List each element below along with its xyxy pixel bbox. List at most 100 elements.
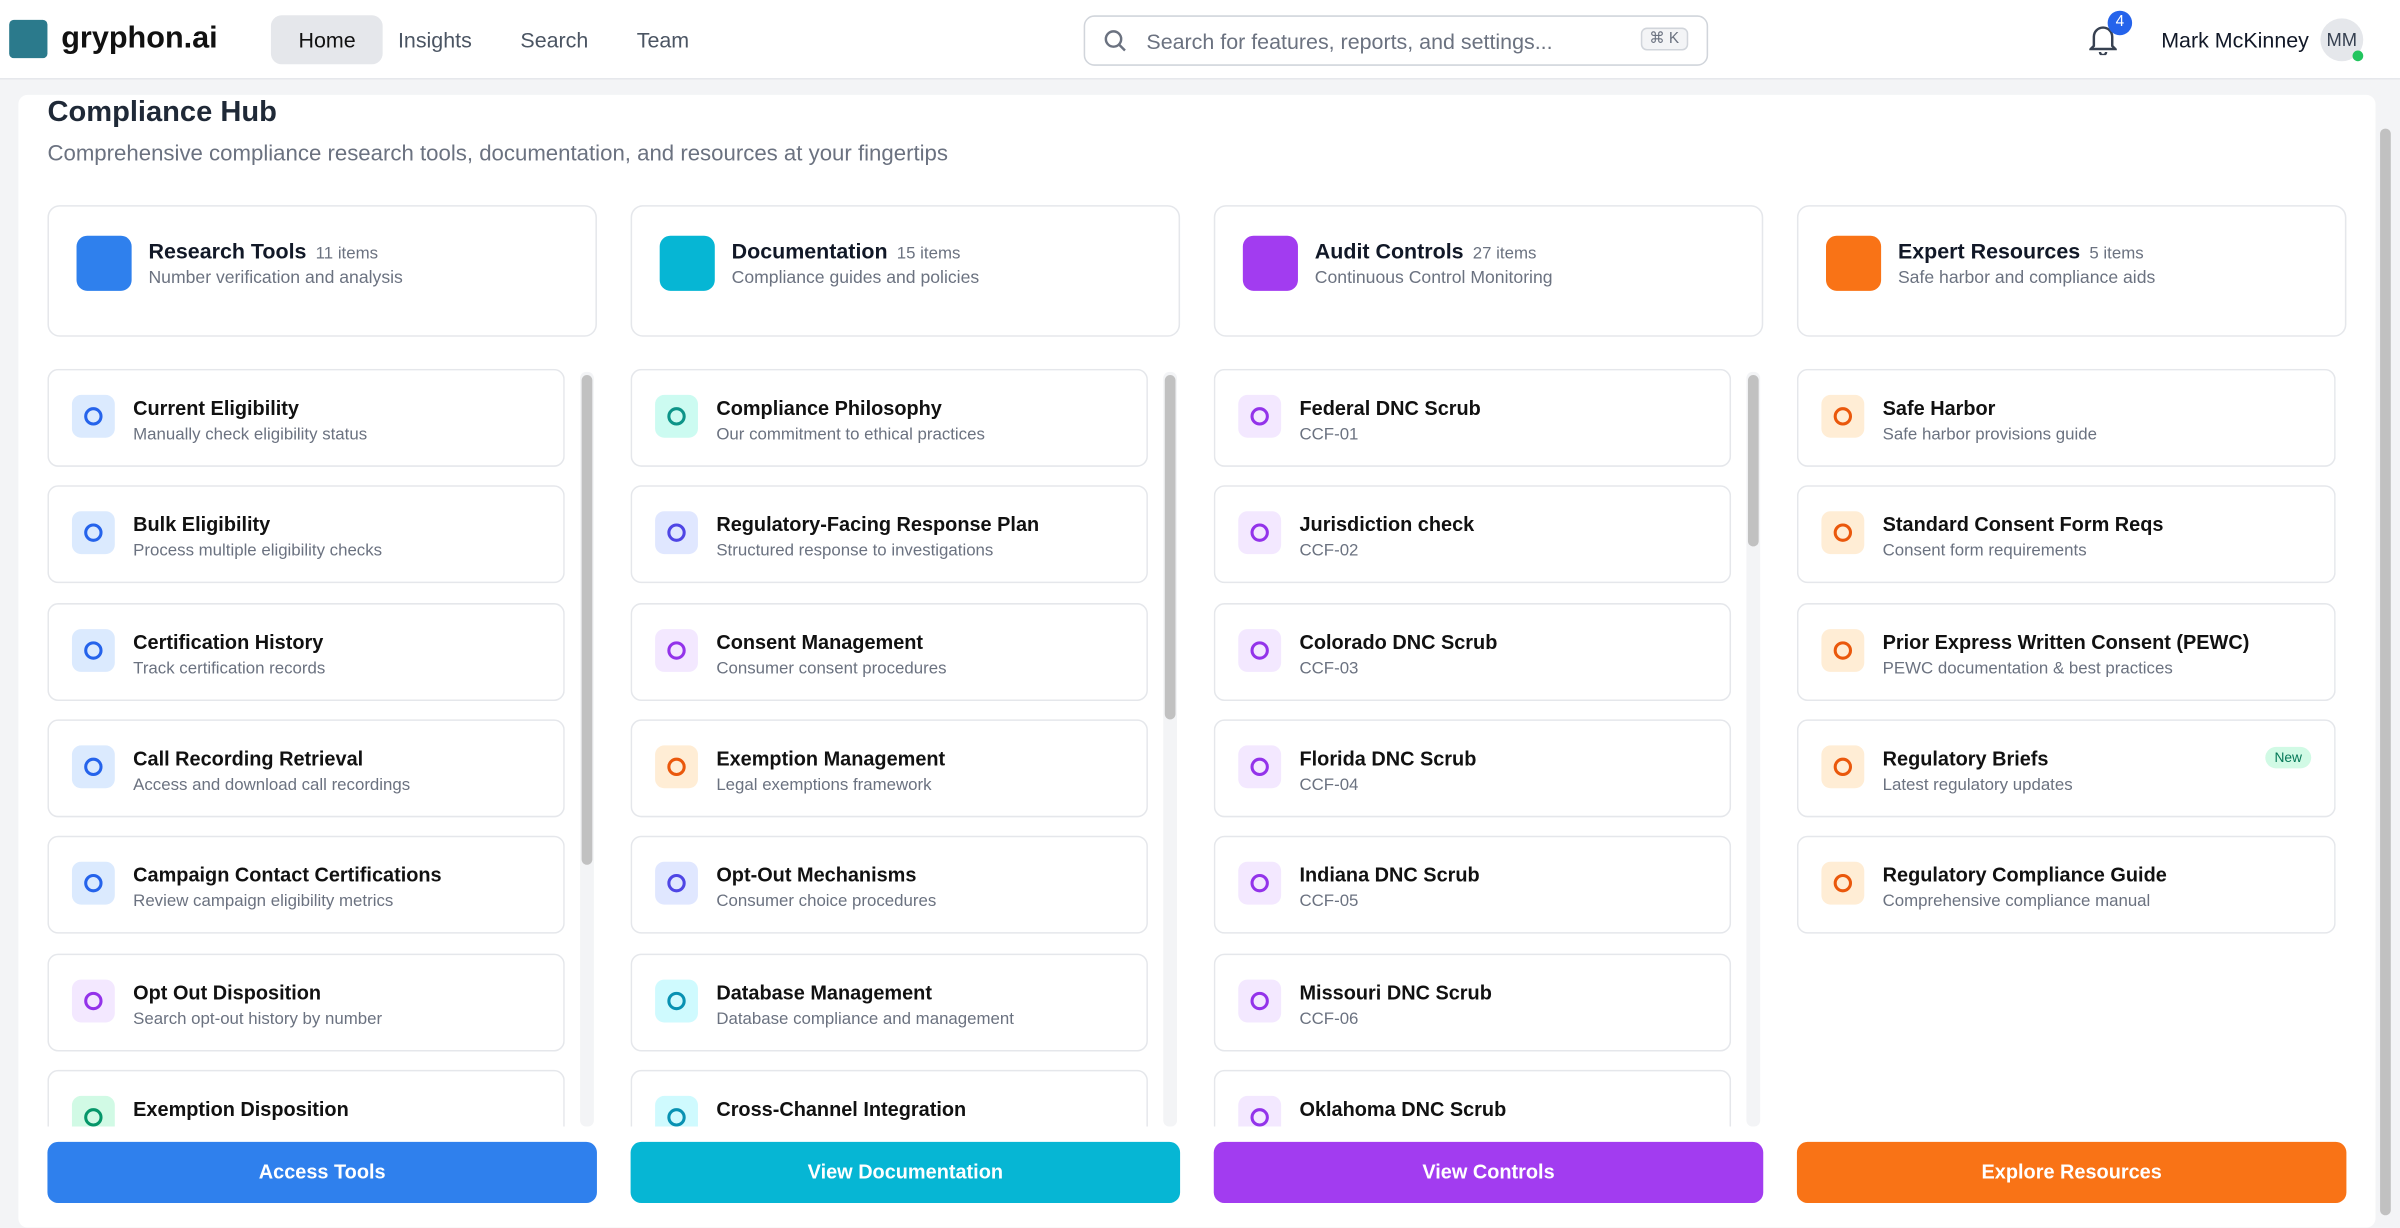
item-subtitle: PEWC documentation & best practices	[1882, 659, 2173, 678]
item-list: Compliance Philosophy Our commitment to e…	[630, 368, 1148, 1127]
item-card[interactable]: Cross-Channel Integration	[630, 1069, 1148, 1127]
icon-glyph	[1833, 523, 1853, 543]
category-card[interactable]: Research Tools 11 items Number verificatio…	[47, 205, 597, 337]
item-title: Jurisdiction check	[1299, 513, 1475, 537]
item-card[interactable]: Prior Express Written Consent (PEWC) PEWC…	[1796, 602, 2336, 701]
category-card[interactable]: Documentation 15 items Compliance guides a…	[630, 205, 1181, 337]
item-icon	[1238, 978, 1282, 1022]
item-icon	[655, 394, 698, 438]
item-icon	[1238, 745, 1282, 789]
item-subtitle: Search opt-out history by number	[133, 1009, 383, 1028]
user-name[interactable]: Mark McKinney	[2161, 27, 2309, 53]
item-count: 5 items	[2089, 244, 2144, 264]
item-card[interactable]: Indiana DNC Scrub CCF-05	[1213, 835, 1732, 934]
item-card[interactable]: Regulatory-Facing Response Plan Structure…	[630, 485, 1148, 584]
category-card[interactable]: Audit Controls 27 items Continuous Control…	[1213, 205, 1764, 337]
icon-glyph	[667, 523, 686, 543]
item-icon	[1238, 394, 1282, 438]
icon-glyph	[1833, 407, 1853, 426]
category-title: Research Tools 11 items	[148, 239, 378, 263]
item-title: Regulatory Briefs	[1882, 746, 2049, 770]
item-subtitle: CCF-03	[1299, 659, 1359, 678]
action-button[interactable]: Explore Resources	[1796, 1141, 2347, 1204]
item-subtitle: Manually check eligibility status	[133, 425, 368, 444]
item-card[interactable]: Exemption Management Legal exemptions fra…	[630, 719, 1148, 818]
bell-icon[interactable]	[2089, 24, 2117, 56]
action-button[interactable]: Access Tools	[47, 1141, 597, 1204]
icon-glyph	[1833, 757, 1853, 776]
nav-link[interactable]: Home	[270, 15, 384, 65]
item-card[interactable]: Database Management Database compliance a…	[630, 952, 1148, 1051]
item-card[interactable]: Colorado DNC Scrub CCF-03	[1213, 602, 1732, 701]
category-title: Expert Resources 5 items	[1898, 239, 2144, 263]
item-card[interactable]: Current Eligibility Manually check eligib…	[47, 368, 565, 467]
item-icon	[1238, 628, 1282, 672]
item-title: Consent Management	[716, 629, 924, 653]
item-card[interactable]: Compliance Philosophy Our commitment to e…	[630, 368, 1148, 467]
scroll-thumb[interactable]	[581, 374, 593, 865]
item-card[interactable]: Campaign Contact Certifications Review ca…	[47, 835, 565, 934]
category-description: Number verification and analysis	[148, 269, 403, 288]
item-card[interactable]: Certification History Track certification…	[47, 602, 565, 701]
item-icon	[71, 978, 115, 1022]
scroll-thumb[interactable]	[1747, 374, 1759, 547]
icon-glyph	[84, 991, 103, 1010]
item-card[interactable]: Exemption Disposition	[47, 1069, 565, 1127]
logo-icon[interactable]	[9, 19, 48, 59]
list-scrollbar[interactable]	[580, 371, 594, 1127]
nav-link[interactable]: Insights	[397, 27, 472, 53]
category-title: Documentation 15 items	[732, 239, 961, 263]
item-title: Certification History	[133, 629, 324, 653]
list-scrollbar[interactable]	[1746, 371, 1761, 1127]
item-card[interactable]: Standard Consent Form Reqs Consent form r…	[1796, 485, 2336, 584]
item-icon	[1821, 862, 1865, 905]
item-subtitle: Track certification records	[133, 659, 326, 678]
icon-glyph	[84, 1107, 103, 1127]
item-card[interactable]: Call Recording Retrieval Access and downl…	[47, 719, 565, 818]
nav-link[interactable]: Team	[636, 27, 690, 53]
item-subtitle: Legal exemptions framework	[716, 775, 932, 795]
item-icon	[1821, 628, 1865, 672]
scroll-thumb[interactable]	[1164, 374, 1176, 720]
item-card[interactable]: Oklahoma DNC Scrub	[1213, 1069, 1732, 1127]
item-subtitle: Safe harbor provisions guide	[1882, 425, 2097, 444]
action-button[interactable]: View Controls	[1213, 1141, 1764, 1204]
icon-glyph	[84, 640, 103, 660]
item-card[interactable]: Jurisdiction check CCF-02	[1213, 485, 1732, 584]
item-icon	[655, 628, 698, 672]
action-button[interactable]: View Documentation	[630, 1141, 1181, 1204]
item-card[interactable]: Missouri DNC Scrub CCF-06	[1213, 952, 1732, 1051]
item-card[interactable]: Opt Out Disposition Search opt-out histor…	[47, 952, 565, 1051]
item-icon	[655, 978, 698, 1022]
avatar[interactable]: MM	[2320, 18, 2364, 62]
category-icon	[659, 235, 715, 291]
item-card[interactable]: Bulk Eligibility Process multiple eligibi…	[47, 485, 565, 584]
item-subtitle: CCF-05	[1299, 892, 1359, 911]
page-scrollbar[interactable]	[2377, 94, 2396, 1228]
item-card[interactable]: Opt-Out Mechanisms Consumer choice proced…	[630, 835, 1148, 934]
item-title: Regulatory-Facing Response Plan	[716, 513, 1040, 537]
icon-glyph	[1833, 640, 1853, 660]
item-title: Exemption Disposition	[133, 1097, 349, 1121]
item-card[interactable]: Federal DNC Scrub CCF-01	[1213, 368, 1732, 467]
search-box[interactable]: Search for features, reports, and settin…	[1083, 15, 1709, 66]
item-title: Call Recording Retrieval	[133, 746, 364, 770]
icon-glyph	[1833, 874, 1853, 893]
icon-glyph	[1250, 407, 1269, 426]
item-card[interactable]: Florida DNC Scrub CCF-04	[1213, 719, 1732, 818]
item-title: Missouri DNC Scrub	[1299, 980, 1492, 1004]
nav-link[interactable]: Search	[520, 27, 589, 53]
item-icon	[1821, 511, 1865, 555]
item-card[interactable]: Consent Management Consumer consent proce…	[630, 602, 1148, 701]
item-card[interactable]: Safe Harbor Safe harbor provisions guide	[1796, 368, 2336, 467]
category-name: Research Tools	[148, 238, 307, 264]
item-card[interactable]: Regulatory Briefs Latest regulatory updat…	[1796, 719, 2336, 818]
item-card[interactable]: Regulatory Compliance Guide Comprehensive…	[1796, 835, 2336, 934]
category-card[interactable]: Expert Resources 5 items Safe harbor and c…	[1796, 205, 2347, 337]
list-scrollbar[interactable]	[1163, 371, 1178, 1127]
logo[interactable]: gryphon.ai	[61, 21, 218, 56]
item-subtitle: Structured response to investigations	[716, 542, 994, 561]
item-title: Compliance Philosophy	[716, 396, 942, 420]
scroll-thumb[interactable]	[2380, 128, 2391, 1216]
